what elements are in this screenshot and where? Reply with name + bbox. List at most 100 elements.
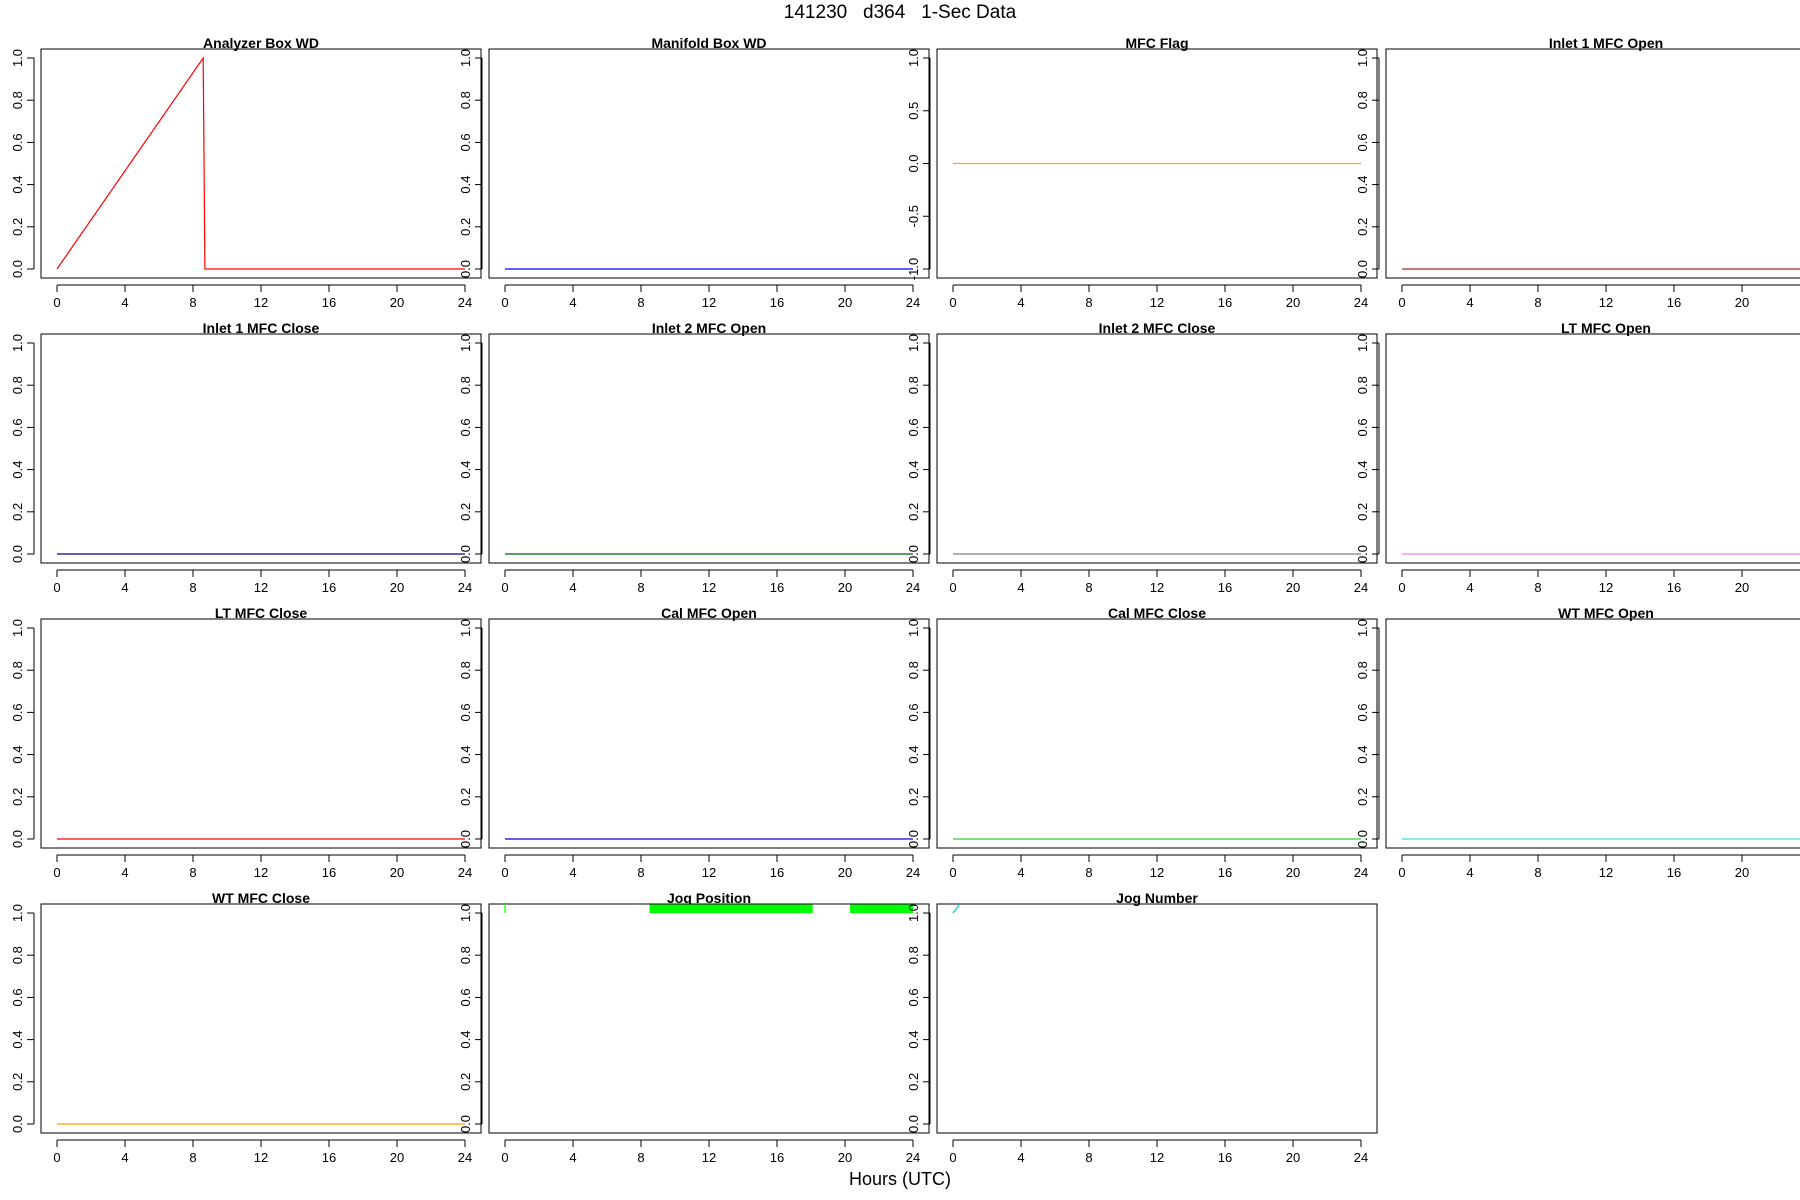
x-tick-label: 24 [1354, 580, 1368, 595]
y-tick-label: 0.0 [458, 260, 473, 278]
panel-title: WT MFC Close [212, 890, 310, 906]
y-tick-label: 1.0 [458, 334, 473, 352]
x-tick-label: 20 [1286, 1150, 1300, 1165]
x-tick-label: 24 [458, 865, 472, 880]
y-tick-label: 0.6 [458, 703, 473, 721]
x-tick-label: 8 [637, 865, 644, 880]
plot-box [488, 333, 930, 564]
x-tick-label: 0 [53, 580, 60, 595]
x-tick-label: 0 [1398, 295, 1405, 310]
y-tick-label: 0.4 [10, 176, 25, 194]
y-tick-label: 0.6 [10, 418, 25, 436]
x-tick-label: 8 [1085, 865, 1092, 880]
x-tick-label: 4 [1466, 580, 1473, 595]
plot-box [40, 333, 482, 564]
y-tick-label: 0.6 [458, 418, 473, 436]
x-tick-label: 20 [1735, 865, 1749, 880]
x-tick-label: 20 [838, 1150, 852, 1165]
plot-box [936, 48, 1378, 279]
y-tick-label: 0.8 [10, 91, 25, 109]
x-tick-label: 20 [390, 1150, 404, 1165]
y-tick-label: 0.4 [10, 1031, 25, 1049]
y-tick-label: -1.0 [906, 258, 921, 280]
x-tick-label: 8 [1534, 295, 1541, 310]
x-tick-label: 24 [1354, 865, 1368, 880]
x-tick-label: 20 [390, 295, 404, 310]
panel-0: Analyzer Box WD 0 4 8 12 16 20 24 0.0 0.2 0.4 0.6 0.… [10, 35, 482, 310]
y-tick-label: 1.0 [10, 619, 25, 637]
y-tick-label: 0.8 [10, 376, 25, 394]
y-tick-label: 0.6 [1355, 133, 1370, 151]
y-tick-label: 0.8 [1355, 661, 1370, 679]
x-tick-label: 24 [906, 865, 920, 880]
x-tick-label: 8 [1085, 1150, 1092, 1165]
x-tick-label: 16 [322, 295, 336, 310]
x-tick-label: 12 [702, 580, 716, 595]
y-tick-label: 0.6 [10, 133, 25, 151]
x-tick-label: 4 [569, 580, 576, 595]
y-tick-label: 0.8 [10, 661, 25, 679]
x-tick-label: 24 [906, 1150, 920, 1165]
y-tick-label: 0.4 [10, 746, 25, 764]
y-tick-label: 0.0 [906, 154, 921, 172]
x-tick-label: 20 [1735, 580, 1749, 595]
series-band-2 [850, 904, 913, 913]
y-tick-label: 0.2 [906, 503, 921, 521]
y-tick-label: 0.8 [906, 376, 921, 394]
y-tick-label: 0.2 [1355, 503, 1370, 521]
y-tick-label: 0.8 [906, 946, 921, 964]
x-tick-label: 12 [1150, 865, 1164, 880]
y-tick-label: 0.0 [458, 1115, 473, 1133]
x-tick-label: 12 [254, 1150, 268, 1165]
y-tick-label: 0.4 [906, 461, 921, 479]
y-tick-label: 0.2 [906, 788, 921, 806]
panel-8: LT MFC Close 0 4 8 12 16 20 24 0.0 0.2 0.4 0.6 0.8 1.… [10, 605, 482, 880]
y-tick-label: 0.0 [10, 545, 25, 563]
x-tick-label: 4 [121, 865, 128, 880]
y-tick-label: 0.0 [458, 830, 473, 848]
y-tick-label: 0.4 [458, 1031, 473, 1049]
x-tick-label: 20 [1735, 295, 1749, 310]
y-tick-label: 0.0 [906, 545, 921, 563]
x-tick-label: 12 [702, 865, 716, 880]
panel-2: MFC Flag 0 4 8 12 16 20 24 -1.0 -0.5 0.0 0.5 1.0 [906, 35, 1378, 310]
x-tick-label: 20 [1286, 580, 1300, 595]
plot-box [488, 48, 930, 279]
series-group [952, 904, 961, 914]
y-tick-label: 0.6 [906, 703, 921, 721]
panel-title: Analyzer Box WD [203, 35, 319, 51]
x-tick-label: 0 [501, 295, 508, 310]
y-tick-label: 0.0 [1355, 260, 1370, 278]
y-tick-label: 1.0 [458, 49, 473, 67]
plot-box [40, 618, 482, 849]
y-tick-label: 0.4 [1355, 176, 1370, 194]
x-tick-label: 16 [770, 865, 784, 880]
y-tick-label: 0.2 [906, 1073, 921, 1091]
panel-6: Inlet 2 MFC Close 0 4 8 12 16 20 24 0.0 0.2 0.4 0.6… [906, 320, 1378, 595]
y-tick-label: 0.0 [906, 830, 921, 848]
y-tick-label: 0.2 [10, 218, 25, 236]
x-tick-label: 16 [322, 865, 336, 880]
x-tick-label: 12 [1150, 580, 1164, 595]
plot-box [936, 333, 1378, 564]
y-tick-label: 1.0 [10, 334, 25, 352]
y-tick-label: 0.6 [1355, 703, 1370, 721]
x-tick-label: 0 [501, 865, 508, 880]
panel-title: LT MFC Close [215, 605, 308, 621]
panel-title: Inlet 2 MFC Open [652, 320, 766, 336]
panel-7: LT MFC Open 0 4 8 12 16 20 24 0.0 0.2 0.4 0.6 0.8 1.0 [1355, 320, 1800, 595]
panel-13: Jog Position 0 4 8 12 16 20 24 0.0 0.2 0.4 0.6 0.8 1.… [458, 890, 930, 1165]
x-tick-label: 20 [838, 865, 852, 880]
y-tick-label: 0.4 [906, 746, 921, 764]
panel-14: Jog Number 0 4 8 12 16 20 24 0.0 0.2 0.4 0.6 0.8 1.0 [906, 890, 1378, 1165]
y-tick-label: 0.8 [10, 946, 25, 964]
x-tick-label: 16 [322, 1150, 336, 1165]
x-axis-label: Hours (UTC) [849, 1169, 951, 1189]
x-tick-label: 16 [1218, 295, 1232, 310]
y-tick-label: 0.2 [458, 1073, 473, 1091]
y-tick-label: 1.0 [1355, 49, 1370, 67]
y-tick-label: 1.0 [458, 619, 473, 637]
series-line-0 [56, 56, 465, 270]
x-tick-label: 12 [1599, 865, 1613, 880]
